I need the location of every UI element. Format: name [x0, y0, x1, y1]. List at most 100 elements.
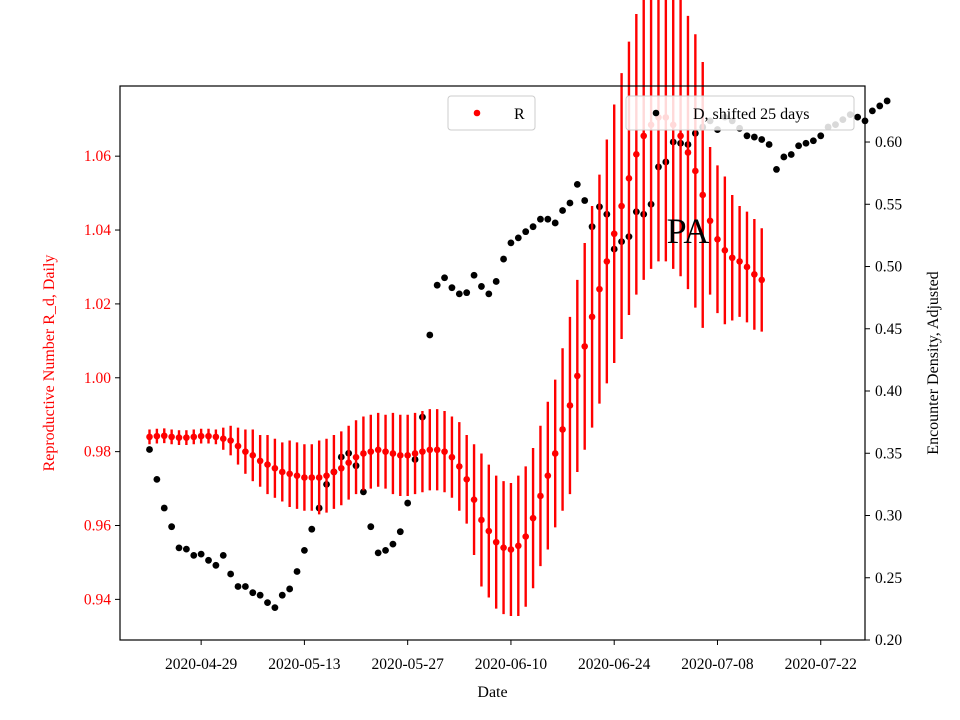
d-point	[153, 476, 161, 483]
r-point	[559, 426, 566, 433]
r-point	[684, 149, 692, 156]
x-axis-title: Date	[477, 684, 507, 701]
r-point	[515, 542, 522, 550]
right-y-tick-label: 0.25	[875, 570, 902, 587]
legend-r-marker	[473, 109, 481, 117]
d-point	[537, 215, 544, 223]
r-point	[736, 258, 743, 265]
d-point	[264, 599, 271, 607]
r-point	[603, 258, 611, 265]
r-point	[758, 276, 766, 284]
d-point	[795, 142, 803, 150]
d-point	[175, 544, 183, 552]
r-point	[197, 432, 205, 440]
r-point	[374, 446, 382, 454]
r-point	[529, 514, 537, 522]
d-point	[765, 141, 773, 148]
r-point	[360, 450, 367, 457]
d-point	[455, 290, 463, 298]
d-point	[234, 583, 242, 590]
d-point	[190, 551, 198, 559]
r-point	[485, 527, 493, 535]
left-y-axis: 0.94 0.96 0.98 1.00 1.02 1.04 1.06	[84, 148, 120, 608]
d-point	[500, 255, 507, 263]
d-point	[559, 207, 566, 214]
r-point	[168, 433, 175, 441]
left-y-tick-label: 0.94	[84, 591, 111, 608]
r-point	[640, 132, 648, 140]
r-point	[264, 461, 271, 468]
d-point	[883, 97, 891, 105]
r-point	[551, 450, 559, 457]
r-point	[175, 434, 183, 441]
x-tick-label: 2020-06-24	[578, 656, 651, 673]
r-point	[183, 434, 190, 441]
r-point	[249, 452, 257, 459]
r-point	[625, 175, 633, 182]
d-point	[463, 289, 471, 297]
r-point	[596, 285, 603, 293]
d-point	[441, 274, 448, 282]
left-y-tick-label: 1.00	[84, 370, 111, 387]
r-point	[396, 452, 404, 459]
right-y-tick-label: 0.55	[875, 196, 902, 213]
d-point	[197, 550, 205, 558]
d-point	[308, 525, 316, 533]
d-point	[507, 239, 515, 247]
d-point	[396, 528, 404, 536]
left-y-tick-label: 1.06	[84, 148, 111, 165]
d-point	[485, 290, 493, 298]
r-point	[426, 446, 434, 454]
r-point	[286, 470, 293, 478]
d-point	[566, 199, 574, 207]
x-tick-label: 2020-06-10	[475, 656, 548, 673]
r-point	[566, 402, 574, 409]
r-point	[633, 151, 640, 158]
d-point	[205, 556, 212, 564]
r-point	[699, 191, 707, 199]
r-point	[160, 432, 168, 440]
legend-r-box	[447, 95, 536, 131]
r-point	[463, 476, 470, 483]
d-series	[146, 97, 891, 612]
d-point	[448, 284, 456, 292]
r-point	[441, 448, 448, 455]
d-point	[750, 133, 758, 141]
left-y-tick-label: 1.02	[84, 296, 111, 313]
d-point	[182, 545, 190, 553]
d-point	[470, 271, 478, 279]
r-point	[419, 448, 426, 455]
r-point	[404, 452, 411, 459]
legend-r-label: R	[514, 106, 525, 123]
legend-d-marker	[652, 109, 660, 117]
d-point	[492, 278, 500, 285]
r-point	[456, 463, 463, 470]
legend-d: D, shifted 25 days	[625, 95, 855, 131]
d-point	[573, 180, 581, 188]
r-point	[389, 450, 397, 457]
right-y-tick-label: 0.30	[875, 508, 902, 525]
r-point	[308, 474, 316, 481]
right-y-tick-label: 0.50	[875, 259, 902, 276]
right-y-tick-label: 0.45	[875, 321, 902, 338]
d-point	[854, 113, 862, 121]
r-point	[544, 472, 552, 479]
r-point	[537, 492, 544, 500]
d-point	[809, 137, 817, 145]
r-point	[574, 372, 581, 380]
d-point	[514, 234, 522, 242]
r-point	[522, 533, 529, 540]
d-point	[544, 215, 552, 223]
d-point	[160, 504, 168, 512]
r-point	[146, 433, 153, 441]
r-point	[581, 343, 589, 350]
r-point	[448, 453, 456, 461]
r-point	[212, 433, 220, 441]
d-point	[286, 585, 294, 593]
r-point	[706, 217, 714, 225]
r-point	[337, 464, 345, 472]
plot-frame	[119, 85, 866, 641]
state-annotation: PA	[667, 211, 710, 251]
r-point	[743, 263, 751, 271]
